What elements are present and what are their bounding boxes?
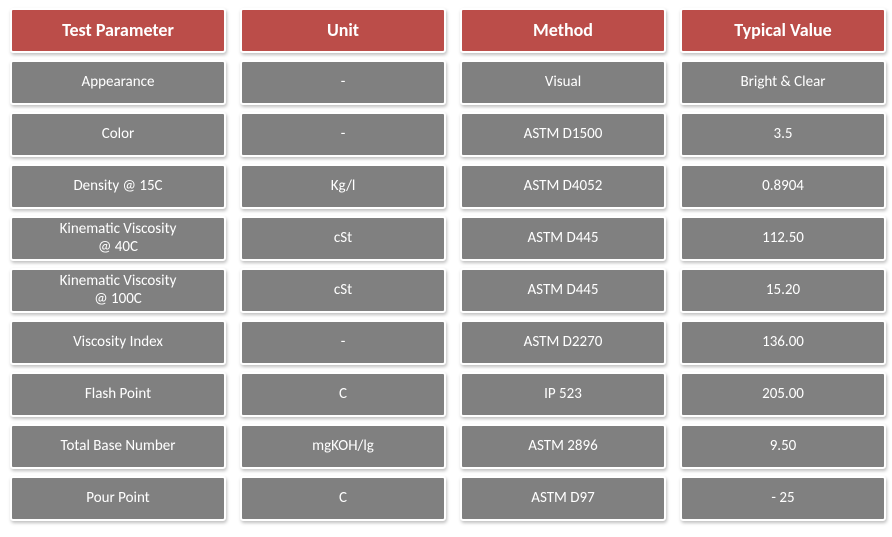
cell-value: 3.5: [680, 112, 886, 157]
cell-value: 136.00: [680, 320, 886, 365]
cell-param: Density @ 15C: [10, 164, 226, 209]
cell-method: ASTM D2270: [460, 320, 666, 365]
cell-value: 0.8904: [680, 164, 886, 209]
cell-method: ASTM D445: [460, 216, 666, 261]
cell-value: - 25: [680, 476, 886, 521]
cell-unit: mgKOH/lg: [240, 424, 446, 469]
cell-unit: -: [240, 60, 446, 105]
cell-param: Appearance: [10, 60, 226, 105]
cell-method: ASTM 2896: [460, 424, 666, 469]
cell-method: ASTM D4052: [460, 164, 666, 209]
cell-method: IP 523: [460, 372, 666, 417]
cell-param: Kinematic Viscosity @ 100C: [10, 268, 226, 313]
col-header-method: Method: [460, 8, 666, 53]
cell-value: 15.20: [680, 268, 886, 313]
cell-param: Color: [10, 112, 226, 157]
cell-unit: -: [240, 320, 446, 365]
col-header-parameter: Test Parameter: [10, 8, 226, 53]
col-header-unit: Unit: [240, 8, 446, 53]
cell-value: 205.00: [680, 372, 886, 417]
cell-param: Viscosity Index: [10, 320, 226, 365]
cell-param: Total Base Number: [10, 424, 226, 469]
cell-unit: Kg/l: [240, 164, 446, 209]
cell-value: 112.50: [680, 216, 886, 261]
cell-unit: C: [240, 476, 446, 521]
cell-param: Pour Point: [10, 476, 226, 521]
spec-table: Test Parameter Unit Method Typical Value…: [10, 8, 882, 521]
cell-unit: C: [240, 372, 446, 417]
cell-unit: cSt: [240, 268, 446, 313]
col-header-value: Typical Value: [680, 8, 886, 53]
cell-method: ASTM D445: [460, 268, 666, 313]
cell-method: ASTM D1500: [460, 112, 666, 157]
cell-method: ASTM D97: [460, 476, 666, 521]
cell-value: 9.50: [680, 424, 886, 469]
cell-param: Kinematic Viscosity @ 40C: [10, 216, 226, 261]
cell-method: Visual: [460, 60, 666, 105]
cell-param: Flash Point: [10, 372, 226, 417]
cell-value: Bright & Clear: [680, 60, 886, 105]
cell-unit: cSt: [240, 216, 446, 261]
cell-unit: -: [240, 112, 446, 157]
